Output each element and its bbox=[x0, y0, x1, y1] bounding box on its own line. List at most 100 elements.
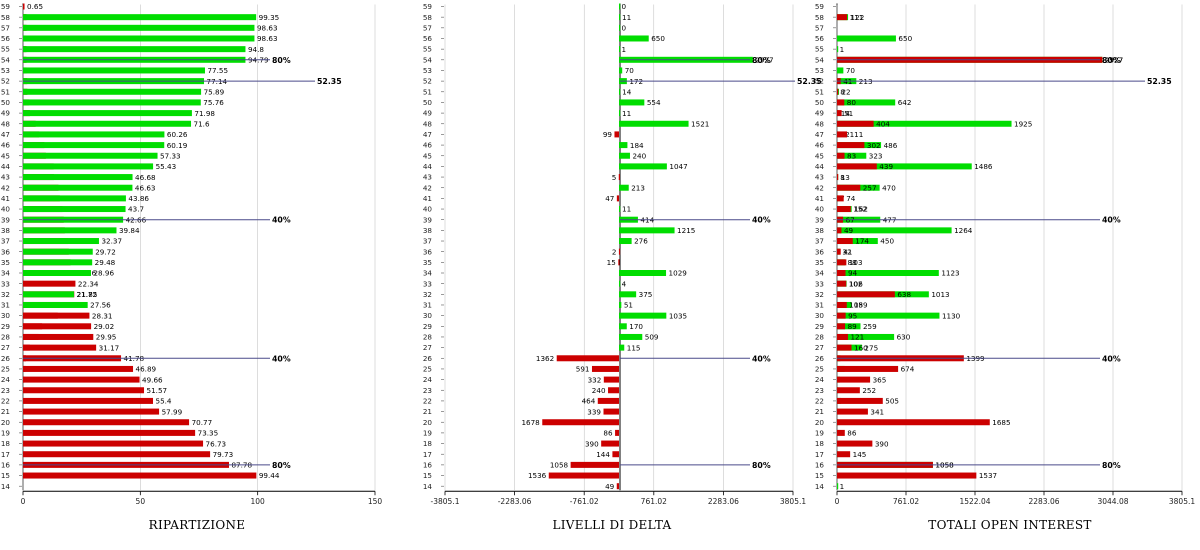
y-tick-label-livelli: 55 bbox=[423, 45, 432, 54]
bar-oi-put-25 bbox=[837, 365, 899, 372]
bar-label-oi-25: 674 bbox=[901, 365, 915, 374]
y-tick-label-oi: 19 bbox=[815, 429, 825, 438]
bar-label-livelli-46: 184 bbox=[630, 141, 644, 150]
y-tick-label-oi: 52 bbox=[815, 77, 824, 86]
y-tick-label-oi: 48 bbox=[815, 119, 825, 128]
y-tick-label-oi: 18 bbox=[815, 439, 825, 448]
bar-livelli-call-58 bbox=[619, 14, 621, 21]
bar-ripartizione-call-35 bbox=[23, 259, 93, 266]
bar-label-livelli-31: 51 bbox=[624, 301, 633, 310]
bar-label-livelli-29: 170 bbox=[629, 322, 643, 331]
bar-ripartizione-call-45 bbox=[23, 152, 158, 159]
bar-label-oi-27: 275 bbox=[864, 343, 878, 352]
y-tick-label-ripartizione: 49 bbox=[1, 109, 11, 118]
bar-oi-put-44 bbox=[837, 163, 877, 170]
bar-ripartizione-put-19 bbox=[23, 429, 196, 436]
bar-ripartizione-call-36 bbox=[23, 248, 93, 255]
y-tick-label-oi: 53 bbox=[815, 66, 824, 75]
bar-label-livelli-45: 240 bbox=[632, 151, 646, 160]
bar-label-livelli-25: 591 bbox=[576, 365, 590, 374]
bar-ripartizione-put-28 bbox=[23, 333, 94, 340]
y-tick-label-ripartizione: 15 bbox=[1, 471, 10, 480]
bar-label-oi-14: 1 bbox=[840, 482, 845, 491]
bar-label-oi-45: 83 bbox=[847, 151, 856, 160]
bar-livelli-put-35 bbox=[618, 259, 620, 266]
y-tick-label-ripartizione: 53 bbox=[1, 66, 10, 75]
ref-label-ripartizione-16: 80% bbox=[272, 461, 291, 470]
y-tick-label-ripartizione: 50 bbox=[1, 98, 11, 107]
y-tick-label-oi: 42 bbox=[815, 183, 824, 192]
y-tick-label-livelli: 57 bbox=[423, 23, 432, 32]
bar-label-oi-31: 159 bbox=[854, 301, 868, 310]
bar-label-oi-32: 638 bbox=[897, 290, 911, 299]
bar-ripartizione-put-29 bbox=[23, 323, 92, 330]
y-tick-label-livelli: 34 bbox=[423, 269, 433, 278]
y-tick-label-livelli: 59 bbox=[423, 2, 433, 11]
bar-ripartizione-call-32 bbox=[23, 291, 74, 298]
y-tick-label-oi: 41 bbox=[815, 194, 824, 203]
y-tick-label-livelli: 44 bbox=[423, 162, 433, 171]
y-tick-label-livelli: 51 bbox=[423, 87, 432, 96]
ref-label-livelli-52: 52.35 bbox=[797, 77, 822, 86]
bar-oi-call-14 bbox=[837, 483, 839, 490]
title-totali-open-interest: TOTALI OPEN INTEREST bbox=[928, 518, 1092, 532]
bar-label-oi-44: 1486 bbox=[974, 162, 993, 171]
bar-oi-put-35 bbox=[837, 259, 847, 266]
bar-label-oi-54: 2927 bbox=[1105, 56, 1123, 65]
x-tick-label-ripartizione: 50 bbox=[136, 497, 146, 506]
bar-livelli-call-59 bbox=[619, 3, 621, 10]
y-tick-label-livelli: 50 bbox=[423, 98, 433, 107]
y-tick-label-ripartizione: 51 bbox=[1, 87, 10, 96]
bar-label-livelli-47: 99 bbox=[603, 130, 613, 139]
bar-oi-call-28 bbox=[837, 333, 895, 340]
bar-livelli-put-20 bbox=[542, 419, 619, 426]
y-tick-label-ripartizione: 58 bbox=[1, 13, 11, 22]
bar-oi-call-30 bbox=[837, 312, 940, 319]
y-tick-label-ripartizione: 16 bbox=[1, 460, 11, 469]
y-tick-label-ripartizione: 40 bbox=[1, 205, 11, 214]
y-tick-label-oi: 22 bbox=[815, 397, 824, 406]
y-tick-label-livelli: 53 bbox=[423, 66, 432, 75]
y-tick-label-livelli: 46 bbox=[423, 141, 433, 150]
y-tick-label-ripartizione: 42 bbox=[1, 183, 10, 192]
y-tick-label-livelli: 42 bbox=[423, 183, 432, 192]
y-tick-label-livelli: 43 bbox=[423, 173, 432, 182]
y-tick-label-oi: 27 bbox=[815, 343, 824, 352]
bar-label-ripartizione-33: 22.34 bbox=[78, 279, 99, 288]
bar-label-ripartizione-25: 46.89 bbox=[136, 365, 157, 374]
y-tick-label-oi: 46 bbox=[815, 141, 825, 150]
y-tick-label-ripartizione: 27 bbox=[1, 343, 10, 352]
bar-livelli-call-37 bbox=[619, 238, 632, 245]
bar-label-oi-35: 88 bbox=[847, 258, 857, 267]
bar-label-oi-29: 89 bbox=[848, 322, 858, 331]
x-tick-label-livelli: -2283.06 bbox=[498, 497, 532, 506]
bar-label-oi-45: 323 bbox=[869, 151, 883, 160]
bar-oi-put-18 bbox=[837, 440, 873, 447]
bar-ripartizione-call-51 bbox=[23, 88, 202, 95]
ref-label-oi-16: 80% bbox=[1102, 461, 1121, 470]
bar-livelli-call-51 bbox=[619, 88, 621, 95]
bar-ripartizione-call-50 bbox=[23, 99, 201, 106]
y-tick-label-ripartizione: 36 bbox=[1, 247, 11, 256]
title-ripartizione: RIPARTIZIONE bbox=[148, 518, 246, 532]
bar-livelli-call-27 bbox=[619, 344, 625, 351]
y-tick-label-oi: 25 bbox=[815, 365, 824, 374]
bar-ripartizione-call-47 bbox=[23, 131, 165, 138]
y-tick-label-livelli: 58 bbox=[423, 13, 433, 22]
bar-label-livelli-23: 240 bbox=[592, 386, 606, 395]
bar-label-oi-37: 450 bbox=[880, 237, 894, 246]
bar-ripartizione-put-25 bbox=[23, 365, 134, 372]
y-tick-label-livelli: 20 bbox=[423, 418, 433, 427]
y-tick-label-ripartizione: 44 bbox=[1, 162, 11, 171]
bar-oi-call-44 bbox=[837, 163, 972, 170]
x-tick-label-oi: 1522.04 bbox=[959, 497, 990, 506]
bar-livelli-call-29 bbox=[619, 323, 627, 330]
y-tick-label-ripartizione: 23 bbox=[1, 386, 10, 395]
bar-oi-put-15 bbox=[837, 472, 977, 479]
bar-label-ripartizione-35: 29.48 bbox=[95, 258, 116, 267]
bar-label-oi-36: 32 bbox=[842, 247, 851, 256]
y-tick-label-ripartizione: 54 bbox=[1, 55, 11, 64]
bar-label-livelli-57: 0 bbox=[622, 24, 627, 33]
bar-label-livelli-21: 339 bbox=[587, 407, 601, 416]
